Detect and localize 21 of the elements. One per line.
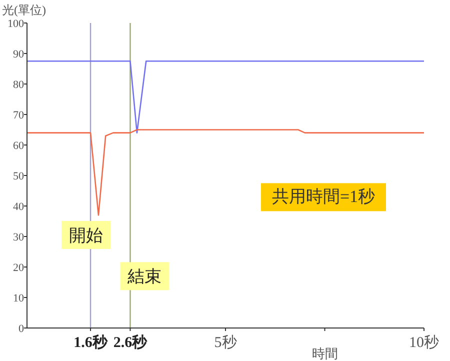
- y-tick-label: 60: [13, 140, 24, 152]
- y-tick-label: 40: [13, 201, 24, 213]
- line-series: [26, 129, 425, 216]
- y-tick-label: 90: [13, 48, 24, 60]
- x-tick-label: 10秒: [409, 334, 439, 351]
- x-tick-label: 5秒: [214, 334, 237, 351]
- y-tick-label: 100: [8, 18, 24, 30]
- y-tick-label: 70: [13, 110, 24, 122]
- annotation: 共用時間=1秒: [272, 186, 376, 206]
- y-axis-title: 光(單位): [2, 3, 46, 17]
- ref-line-label: 結束: [126, 267, 162, 286]
- y-tick-label: 20: [13, 262, 24, 274]
- x-axis-title: 時間: [312, 346, 338, 361]
- y-tick-label: 10: [13, 292, 24, 304]
- y-tick-label: 80: [13, 79, 24, 91]
- x-tick-label: 2.6秒: [113, 334, 148, 351]
- y-tick-label: 30: [13, 232, 24, 244]
- x-tick-label: 1.6秒: [74, 334, 108, 351]
- y-tick-label: 0: [18, 323, 24, 335]
- y-tick-label: 50: [13, 170, 24, 182]
- ref-line-label: 開始: [69, 226, 104, 245]
